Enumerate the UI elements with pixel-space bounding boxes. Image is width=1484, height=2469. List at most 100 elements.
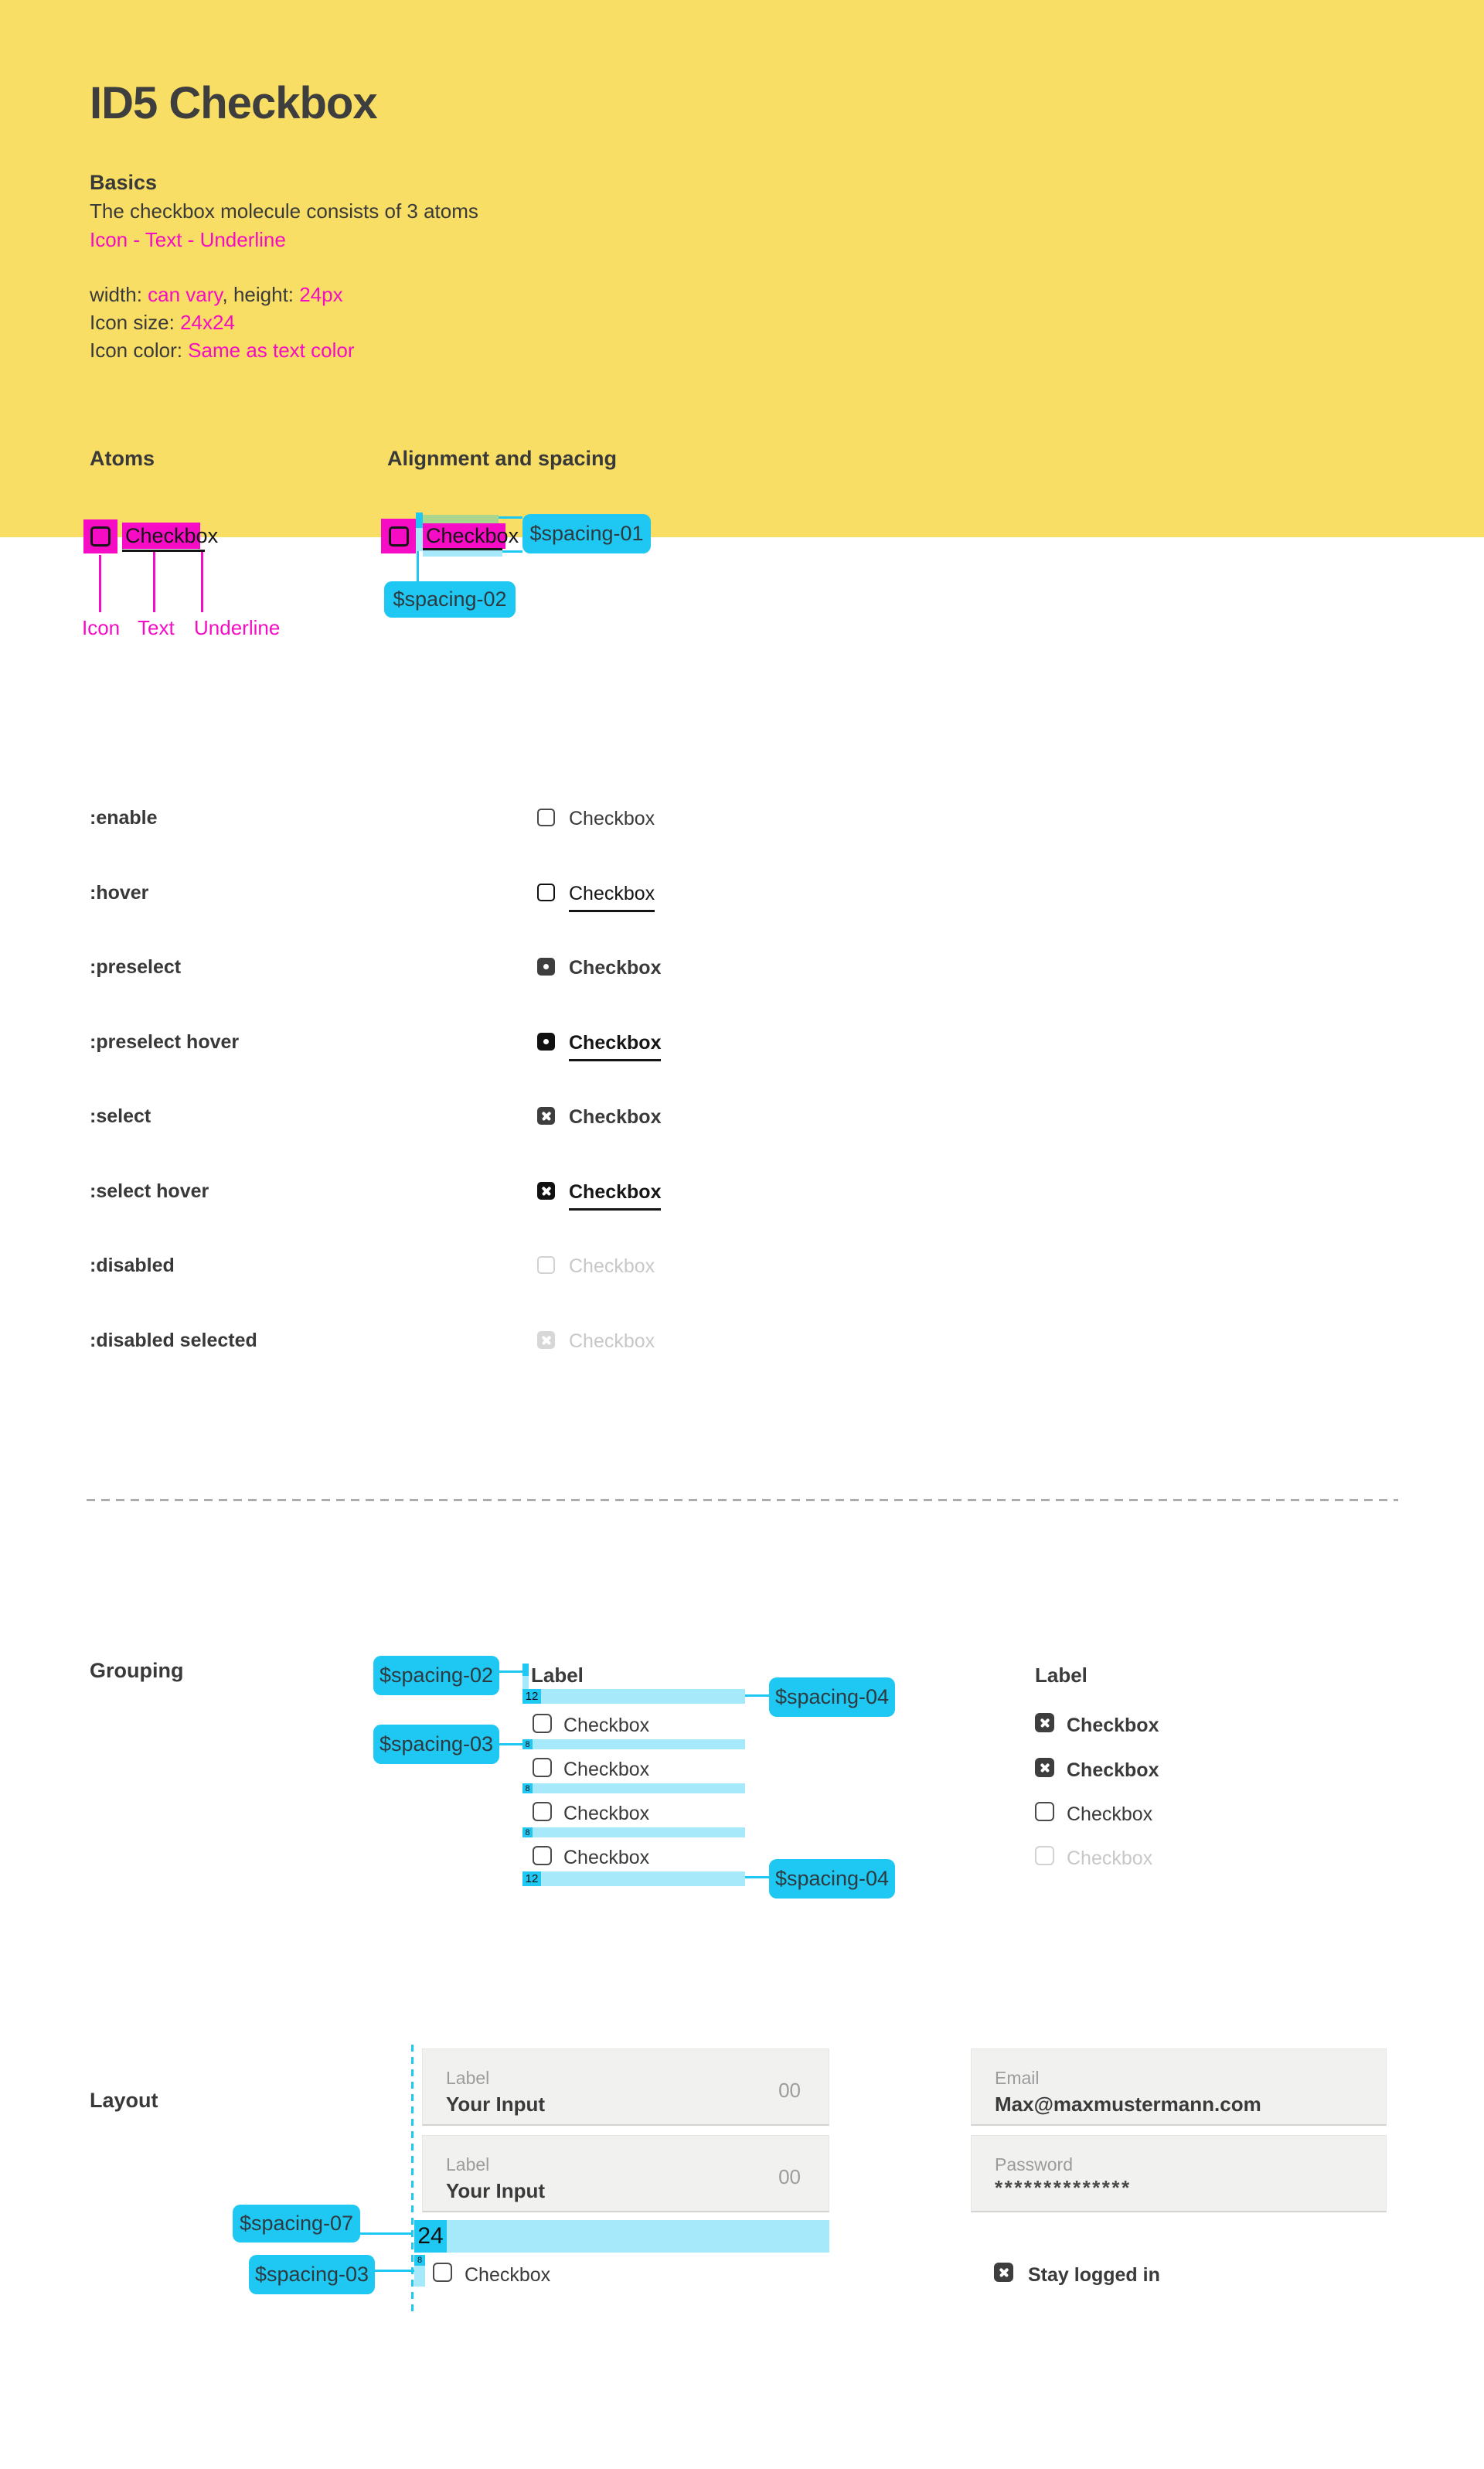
icon-callout-line <box>99 555 101 612</box>
state-label[interactable]: Checkbox <box>569 1106 662 1128</box>
spacing-02-connector <box>499 1670 522 1673</box>
checkbox-unchecked-icon <box>90 526 111 547</box>
legend-icon: Icon <box>82 616 121 639</box>
spacing-02-tick <box>416 513 423 528</box>
checkbox-unchecked-icon[interactable] <box>433 2263 452 2282</box>
spacing-8-bar <box>533 1827 745 1837</box>
state-label: Checkbox <box>569 1255 655 1277</box>
stay-logged-in-label[interactable]: Stay logged in <box>1028 2264 1160 2286</box>
atoms-line: Icon - Text - Underline <box>90 228 286 251</box>
dot-glyph <box>543 1039 549 1044</box>
spacing-8-bar <box>533 1739 745 1749</box>
atoms-heading: Atoms <box>90 447 155 470</box>
spacing-02-tag: $spacing-02 <box>384 581 516 618</box>
spacing-04-tag: $spacing-04 <box>769 1677 895 1717</box>
dot-glyph <box>543 964 549 969</box>
text-input-field[interactable]: Label Your Input 00 <box>422 2048 829 2126</box>
checkbox-preselect-hover-icon[interactable] <box>537 1033 555 1051</box>
layout-checkbox-label[interactable]: Checkbox <box>465 2264 551 2286</box>
input-value: ************** <box>995 2176 1132 2199</box>
group-label: Label <box>531 1664 584 1687</box>
spacing-01-tag: $spacing-01 <box>522 514 651 553</box>
spacing-04-connector <box>745 1876 769 1878</box>
spacing-01-connector-bottom <box>502 550 522 553</box>
state-label[interactable]: Checkbox <box>569 1032 662 1061</box>
state-label[interactable]: Checkbox <box>569 1181 662 1211</box>
checkbox-unchecked-icon[interactable] <box>1035 1802 1054 1821</box>
alignment-icon-swatch <box>381 519 416 553</box>
spacing-12-bar <box>522 1689 745 1704</box>
checkbox-unchecked-icon[interactable] <box>533 1846 552 1865</box>
state-name-select: :select <box>90 1105 151 1127</box>
checkbox-selected-icon[interactable] <box>1035 1713 1054 1732</box>
spec-line-3: Icon color: Same as text color <box>90 339 355 362</box>
group-row-label[interactable]: Checkbox <box>563 1759 650 1780</box>
state-name-disabled-selected: :disabled selected <box>90 1330 257 1351</box>
x-glyph <box>541 1111 551 1121</box>
checkbox-unchecked-icon[interactable] <box>533 1758 552 1777</box>
layout-guide-line <box>411 2045 414 2314</box>
spacing-12-badge: 12 <box>522 1689 541 1704</box>
input-counter: 00 <box>778 2079 801 2102</box>
state-name-disabled: :disabled <box>90 1255 175 1276</box>
spacing-8-bar <box>533 1783 745 1793</box>
input-label: Label <box>446 2154 490 2174</box>
input-label: Label <box>446 2068 490 2088</box>
text-input-field[interactable]: Label Your Input 00 <box>422 2135 829 2212</box>
checkbox-disabled-icon <box>1035 1846 1054 1865</box>
group-row-label[interactable]: Checkbox <box>563 1715 650 1736</box>
checkbox-unchecked-icon <box>388 526 409 547</box>
atom-icon-swatch <box>83 519 117 553</box>
group-row-label[interactable]: Checkbox <box>1067 1759 1159 1781</box>
spacing-01-highlight-top <box>423 515 499 523</box>
spacing-03-connector <box>499 1743 522 1745</box>
group-row-label[interactable]: Checkbox <box>1067 1803 1153 1825</box>
checkbox-disabled-icon <box>537 1256 555 1274</box>
alignment-heading: Alignment and spacing <box>387 447 618 470</box>
spacing-8-badge: 8 <box>522 1783 533 1793</box>
checkbox-selected-icon[interactable] <box>994 2263 1013 2282</box>
checkbox-unchecked-icon[interactable] <box>537 809 555 826</box>
group-row-label[interactable]: Checkbox <box>563 1803 650 1824</box>
input-label: Email <box>995 2068 1040 2088</box>
checkbox-selected-hover-icon[interactable] <box>537 1182 555 1200</box>
spacing-04-connector <box>745 1694 769 1697</box>
spacing-02-tag: $spacing-02 <box>373 1656 499 1695</box>
checkbox-selected-icon[interactable] <box>1035 1758 1054 1777</box>
checkbox-unchecked-hover-icon[interactable] <box>537 884 555 901</box>
legend-underline: Underline <box>194 616 281 639</box>
state-label[interactable]: Checkbox <box>569 808 655 829</box>
spacing-24-badge: 24 <box>414 2220 447 2253</box>
password-field[interactable]: Password ************** <box>971 2135 1387 2212</box>
checkbox-unchecked-icon[interactable] <box>533 1714 552 1733</box>
spacing-8-badge: 8 <box>522 1739 533 1749</box>
alignment-text-swatch: Checkbox <box>423 523 519 549</box>
state-label[interactable]: Checkbox <box>569 883 655 912</box>
input-value: Your Input <box>446 2179 546 2202</box>
alignment-underline-swatch <box>423 548 502 550</box>
group-label: Label <box>1035 1664 1087 1687</box>
atom-text-swatch: Checkbox <box>122 523 218 549</box>
input-label: Password <box>995 2154 1073 2174</box>
checkbox-unchecked-icon[interactable] <box>533 1802 552 1821</box>
x-glyph <box>541 1186 551 1196</box>
text-callout-line <box>153 552 155 612</box>
state-label[interactable]: Checkbox <box>569 957 662 979</box>
input-value: Your Input <box>446 2093 546 2116</box>
checkbox-preselect-icon[interactable] <box>537 958 555 976</box>
state-name-preselect-hover: :preselect hover <box>90 1031 240 1053</box>
spacing-04-tag: $spacing-04 <box>769 1859 895 1899</box>
section-divider <box>87 1499 1398 1501</box>
state-label: Checkbox <box>569 1330 655 1352</box>
x-glyph <box>541 1335 551 1345</box>
spacing-01-highlight-bottom <box>423 550 502 557</box>
spacing-8-badge: 8 <box>414 2255 425 2266</box>
group-row-label[interactable]: Checkbox <box>1067 1715 1159 1736</box>
layout-heading: Layout <box>90 2089 158 2112</box>
group-row-label[interactable]: Checkbox <box>563 1847 650 1868</box>
checkbox-selected-icon[interactable] <box>537 1107 555 1125</box>
email-field[interactable]: Email Max@maxmustermann.com <box>971 2048 1387 2126</box>
x-glyph <box>999 2267 1009 2277</box>
spacing-8-badge: 8 <box>522 1827 533 1837</box>
